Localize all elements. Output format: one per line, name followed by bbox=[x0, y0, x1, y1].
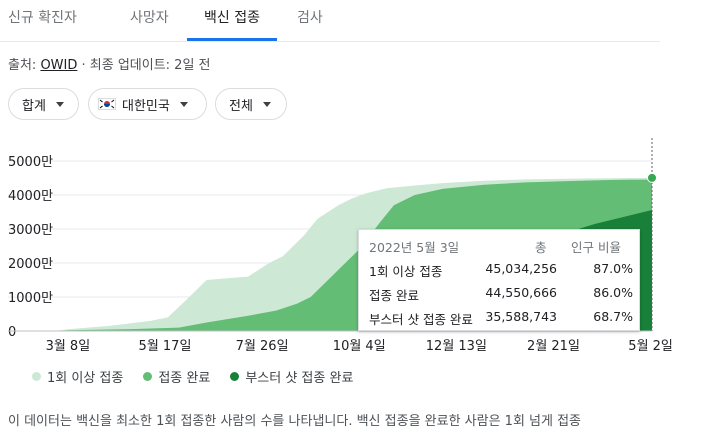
tooltip-row-total: 45,034,256 bbox=[485, 261, 557, 276]
chart-tooltip: 2022년 5월 3일 총 인구 비율 1회 이상 접종 45,034,256 … bbox=[358, 229, 640, 331]
update-info: · 최종 업데이트: 2일 전 bbox=[77, 58, 211, 73]
tab-vaccination[interactable]: 백신 접종 bbox=[204, 10, 260, 26]
x-tick-label: 7월 26일 bbox=[236, 339, 289, 354]
tooltip-row-label: 1회 이상 접종 bbox=[369, 264, 443, 279]
tab-new-cases[interactable]: 신규 확진자 bbox=[8, 10, 77, 26]
y-tick-label: 0 bbox=[8, 325, 16, 340]
tooltip-row: 접종 완료 44,550,666 86.0% bbox=[369, 285, 633, 305]
legend-label: 접종 완료 bbox=[158, 371, 211, 386]
legend-dot bbox=[143, 372, 153, 381]
metric-dropdown[interactable]: 합계 bbox=[8, 88, 79, 120]
tooltip-col-pct: 인구 비율 bbox=[571, 240, 621, 255]
chevron-down-icon bbox=[262, 101, 271, 107]
y-tick-label: 1000만 bbox=[8, 291, 53, 306]
legend-item[interactable]: 접종 완료 bbox=[143, 367, 210, 386]
chart-legend: 1회 이상 접종 접종 완료 부스터 샷 접종 완료 bbox=[32, 367, 373, 386]
tooltip-row-pct: 86.0% bbox=[593, 285, 633, 300]
tab-deaths[interactable]: 사망자 bbox=[130, 10, 169, 26]
tooltip-row-pct: 87.0% bbox=[593, 261, 633, 276]
y-tick-label: 4000만 bbox=[8, 189, 53, 204]
tooltip-row-pct: 68.7% bbox=[593, 309, 633, 324]
region-value: 대한민국 bbox=[122, 98, 170, 114]
tab-tests[interactable]: 검사 bbox=[297, 10, 323, 26]
description-text: 이 데이터는 백신을 최소한 1회 접종한 사람의 수를 나타냅니다. 백신 접… bbox=[8, 414, 582, 429]
tooltip-date: 2022년 5월 3일 bbox=[369, 240, 460, 255]
tooltip-row: 1회 이상 접종 45,034,256 87.0% bbox=[369, 261, 633, 281]
source-prefix: 출처: bbox=[8, 58, 41, 73]
legend-label: 1회 이상 접종 bbox=[47, 371, 124, 386]
x-tick-label: 5월 2일 bbox=[628, 339, 673, 354]
tooltip-row-label: 부스터 샷 접종 완료 bbox=[369, 312, 473, 327]
active-tab-indicator bbox=[187, 38, 277, 41]
hover-point bbox=[647, 172, 657, 183]
chevron-down-icon bbox=[179, 101, 188, 107]
tooltip-row-total: 35,588,743 bbox=[485, 309, 557, 324]
source-link[interactable]: OWID bbox=[40, 58, 78, 73]
tooltip-row-label: 접종 완료 bbox=[369, 288, 419, 303]
legend-item[interactable]: 부스터 샷 접종 완료 bbox=[230, 367, 353, 386]
y-tick-label: 5000만 bbox=[8, 155, 53, 170]
y-tick-label: 3000만 bbox=[8, 223, 53, 238]
scope-dropdown[interactable]: 전체 bbox=[215, 88, 287, 120]
legend-dot bbox=[32, 372, 41, 381]
korea-flag-icon bbox=[98, 98, 116, 110]
chart-tabs: 신규 확진자 사망자 백신 접종 검사 bbox=[0, 0, 660, 42]
legend-item[interactable]: 1회 이상 접종 bbox=[32, 367, 123, 386]
x-tick-label: 10월 4일 bbox=[333, 339, 386, 354]
tooltip-row: 부스터 샷 접종 완료 35,588,743 68.7% bbox=[369, 309, 633, 329]
x-tick-label: 2월 21일 bbox=[527, 339, 580, 354]
tooltip-row-total: 44,550,666 bbox=[485, 285, 557, 300]
x-tick-label: 3월 8일 bbox=[46, 339, 91, 354]
x-tick-label: 12월 13일 bbox=[426, 339, 487, 354]
metric-value: 합계 bbox=[22, 98, 46, 114]
source-line: 출처: OWID · 최종 업데이트: 2일 전 bbox=[8, 54, 211, 73]
region-dropdown[interactable]: 대한민국 bbox=[88, 88, 207, 120]
legend-label: 부스터 샷 접종 완료 bbox=[245, 371, 354, 386]
tooltip-col-total: 총 bbox=[535, 240, 547, 255]
chevron-down-icon bbox=[55, 101, 64, 107]
legend-dot bbox=[230, 372, 240, 381]
scope-value: 전체 bbox=[229, 98, 253, 114]
y-tick-label: 2000만 bbox=[8, 257, 53, 272]
x-tick-label: 5월 17일 bbox=[139, 339, 192, 354]
